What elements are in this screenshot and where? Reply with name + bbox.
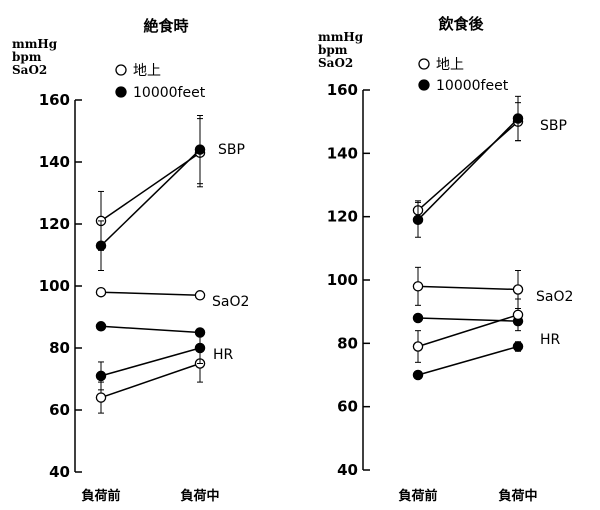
series-label-hr: HR: [540, 332, 561, 348]
data-point: [412, 214, 424, 226]
data-point: [512, 113, 524, 124]
unit-label-mmhg: mmHg: [318, 30, 364, 44]
y-tick-label: 40: [49, 463, 70, 481]
y-tick-label: 120: [327, 208, 358, 226]
series-line: [100, 291, 201, 297]
y-tick-label: 140: [327, 144, 358, 162]
chart-title: 飲食後: [437, 15, 484, 33]
y-tick-label: 100: [327, 271, 358, 289]
legend-filled-marker-icon: [418, 79, 430, 91]
series-line: [100, 149, 201, 247]
data-point: [194, 290, 206, 301]
unit-label-mmhg: mmHg: [12, 37, 58, 51]
y-tick-label: 40: [337, 461, 358, 479]
series-line: [100, 362, 201, 399]
y-tick-label: 80: [49, 339, 70, 357]
legend-label-ground: 地上: [133, 63, 161, 79]
x-category-label: 負荷前: [81, 488, 120, 504]
x-category-label: 負荷前: [398, 488, 437, 504]
data-point: [412, 369, 424, 381]
legend-label-ground: 地上: [436, 57, 464, 73]
series-label-sao2: SaO2: [536, 289, 573, 305]
series-line: [417, 121, 519, 211]
y-tick-label: 60: [337, 398, 358, 416]
y-tick-label: 60: [49, 401, 70, 419]
data-point: [95, 240, 107, 251]
y-tick-label: 120: [39, 215, 70, 233]
series-line: [100, 325, 201, 334]
series-line: [417, 117, 519, 221]
series-label-sbp: SBP: [540, 118, 567, 134]
y-tick-label: 100: [39, 277, 70, 295]
series-line: [417, 285, 519, 291]
panel-postprandial: 飲食後 mmHg bpm SaO2 地上 10000feet SBP SaO2 …: [318, 15, 573, 504]
unit-label-sao2: SaO2: [318, 56, 353, 70]
data-point: [512, 341, 524, 352]
series-line: [417, 314, 519, 348]
x-category-label: 負荷中: [498, 488, 537, 504]
legend-open-marker-icon: [115, 64, 127, 76]
chart-title: 絶食時: [143, 17, 188, 35]
unit-label-sao2: SaO2: [12, 63, 47, 77]
panel-fasting: 絶食時 mmHg bpm SaO2 地上 10000feet SBP SaO2 …: [12, 17, 249, 504]
series-line: [417, 345, 519, 376]
series-label-hr: HR: [213, 347, 234, 363]
unit-label-bpm: bpm: [318, 43, 348, 57]
data-point: [412, 341, 424, 352]
series-label-sao2: SaO2: [212, 294, 249, 310]
data-point: [512, 284, 524, 295]
x-category-label: 負荷中: [180, 488, 219, 504]
data-point: [412, 312, 424, 324]
legend-open-marker-icon: [418, 58, 430, 70]
y-tick-label: 80: [337, 334, 358, 352]
series-line: [100, 152, 201, 222]
legend-label-altitude: 10000feet: [436, 78, 509, 94]
data-point: [512, 309, 524, 321]
data-point: [194, 144, 206, 155]
data-point: [95, 370, 107, 382]
unit-label-bpm: bpm: [12, 50, 42, 64]
legend-filled-marker-icon: [115, 86, 127, 98]
data-point: [194, 342, 206, 354]
y-tick-label: 160: [327, 81, 358, 99]
data-point: [412, 281, 424, 292]
y-tick-label: 160: [39, 91, 70, 109]
series-line: [100, 347, 201, 377]
y-tick-label: 140: [39, 153, 70, 171]
data-point: [95, 321, 107, 332]
data-point: [95, 286, 107, 298]
series-label-sbp: SBP: [218, 142, 245, 158]
data-point: [95, 392, 107, 403]
legend-label-altitude: 10000feet: [133, 85, 206, 101]
